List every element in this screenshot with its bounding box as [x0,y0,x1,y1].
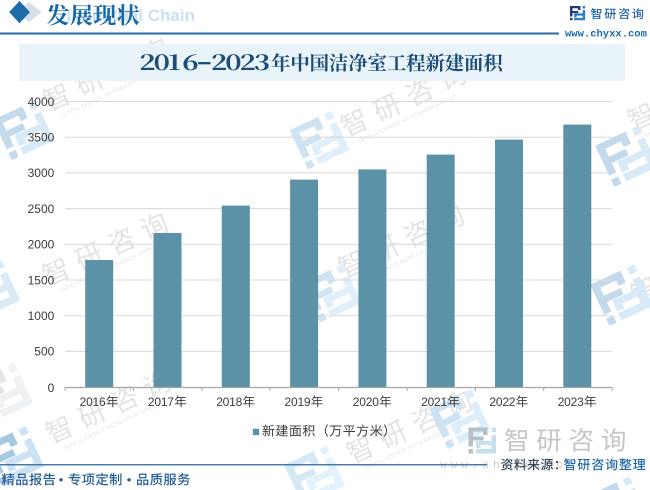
svg-text:3000: 3000 [28,166,55,180]
svg-text:2021: 2021 [421,395,447,409]
svg-text:4000: 4000 [28,95,55,109]
svg-text:1000: 1000 [28,309,55,323]
svg-text:2017: 2017 [148,395,174,409]
svg-text:2019: 2019 [285,395,311,409]
svg-text:0: 0 [48,381,55,395]
svg-text:2018: 2018 [216,395,242,409]
svg-text:2016: 2016 [80,395,106,409]
svg-text:2500: 2500 [28,202,55,216]
svg-text:2020: 2020 [353,395,379,409]
svg-text:2023: 2023 [558,395,584,409]
svg-text:2000: 2000 [28,238,55,252]
svg-text:3500: 3500 [28,131,55,145]
svg-text:1500: 1500 [28,273,55,287]
svg-text:500: 500 [34,345,54,359]
svg-text:www.chyxx.com: www.chyxx.com [565,29,647,41]
svg-text:2022: 2022 [489,395,515,409]
